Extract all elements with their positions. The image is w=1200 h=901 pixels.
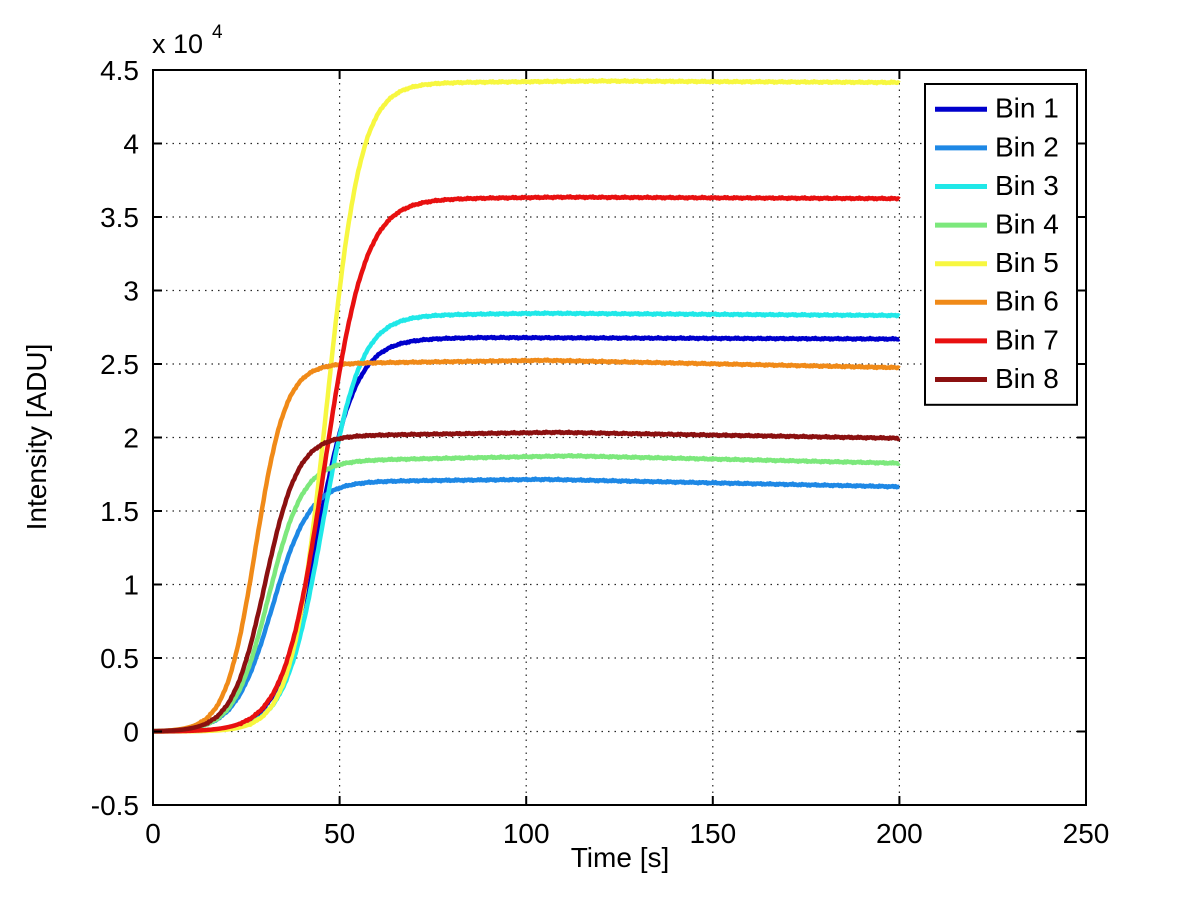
series-line-bin-8	[152, 429, 901, 734]
legend-item-bin-1[interactable]: Bin 1	[935, 93, 1059, 124]
y-axis-exponent-power: 4	[212, 22, 223, 43]
legend-item-bin-2[interactable]: Bin 2	[935, 131, 1059, 162]
legend-item-label: Bin 7	[995, 324, 1059, 355]
legend-item-label: Bin 2	[995, 131, 1059, 162]
y-tick-label: 3.5	[100, 202, 139, 233]
y-tick-label: -0.5	[91, 790, 139, 821]
x-axis-title: Time [s]	[571, 842, 670, 873]
legend-item-bin-3[interactable]: Bin 3	[935, 170, 1059, 201]
y-tick-label: 3	[123, 276, 139, 307]
legend-item-label: Bin 4	[995, 208, 1059, 239]
series-layer	[152, 77, 901, 734]
x-tick-label: 200	[876, 818, 923, 849]
y-tick-label: 4	[123, 129, 139, 160]
legend-item-label: Bin 3	[995, 170, 1059, 201]
y-tick-label: 2	[123, 423, 139, 454]
x-tick-label: 250	[1063, 818, 1110, 849]
legend-item-label: Bin 5	[995, 247, 1059, 278]
y-tick-label: 0.5	[100, 643, 139, 674]
x-tick-label: 0	[145, 818, 161, 849]
series-line-bin-2	[152, 476, 901, 734]
series-line-bin-6	[152, 357, 901, 734]
legend-item-label: Bin 8	[995, 363, 1059, 394]
y-tick-label: 1	[123, 570, 139, 601]
series-line-bin-5	[152, 77, 901, 734]
legend-box	[924, 83, 1078, 406]
y-tick-label: 4.5	[100, 55, 139, 86]
x-tick-label: 50	[324, 818, 355, 849]
axes-layer	[152, 69, 1087, 806]
y-axis-exponent-label: x 10	[152, 29, 203, 59]
chart-legend[interactable]: Bin 1 Bin 2 Bin 3 Bin 4 Bin 5 Bin 6 Bin 7 Bin 8	[924, 83, 1078, 406]
series-line-bin-7	[152, 194, 901, 734]
legend-item-bin-5[interactable]: Bin 5	[935, 247, 1059, 278]
tick-labels-layer: -0.500.511.522.533.544.50 50 100 150 200 250	[91, 55, 1110, 849]
y-tick-label: 0	[123, 717, 139, 748]
legend-item-bin-4[interactable]: Bin 4	[935, 208, 1059, 239]
legend-item-label: Bin 6	[995, 286, 1059, 317]
y-tick-label: 1.5	[100, 496, 139, 527]
legend-item-bin-8[interactable]: Bin 8	[935, 363, 1059, 394]
y-axis-title: Intensity [ADU]	[21, 344, 52, 531]
y-tick-label: 2.5	[100, 349, 139, 380]
legend-item-bin-6[interactable]: Bin 6	[935, 286, 1059, 317]
legend-item-bin-7[interactable]: Bin 7	[935, 324, 1059, 355]
x-tick-label: 100	[503, 818, 550, 849]
series-line-bin-4	[152, 453, 901, 734]
legend-item-label: Bin 1	[995, 93, 1059, 124]
x-tick-label: 150	[689, 818, 736, 849]
